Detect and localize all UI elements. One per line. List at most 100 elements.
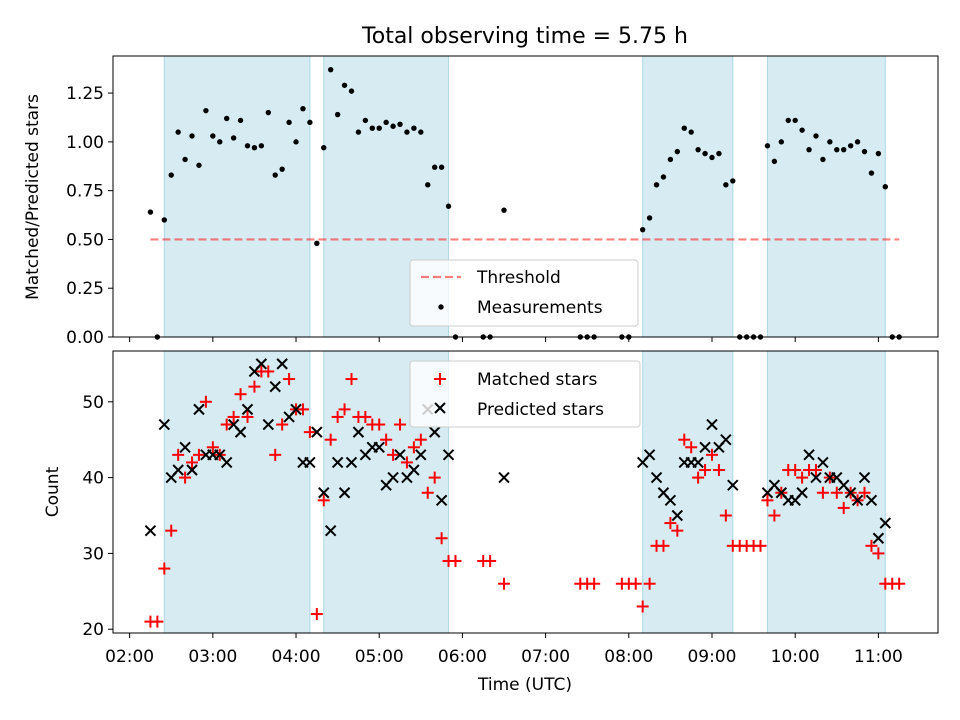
matched-star-marker [359, 410, 372, 423]
matched-star-marker [761, 494, 774, 507]
matched-star-marker [387, 448, 400, 461]
measurement-point [771, 158, 778, 165]
matched-star-marker [241, 410, 254, 423]
matched-star-marker [172, 448, 185, 461]
matched-star-marker [165, 524, 178, 537]
matched-star-marker [338, 403, 351, 416]
matched-star-marker [692, 471, 705, 484]
measurement-point [445, 203, 452, 209]
measurement-point [813, 133, 819, 139]
matched-star-marker [484, 554, 497, 567]
matched-star-marker [407, 441, 420, 454]
measurement-point [695, 146, 701, 153]
measurement-point [667, 156, 674, 163]
measurement-point [785, 117, 791, 124]
matched-star-marker [421, 486, 434, 499]
measurement-point [286, 119, 292, 126]
predicted-star-marker [817, 456, 829, 469]
matched-star-marker [796, 471, 809, 484]
matched-star-marker [400, 456, 413, 469]
x-tick-label: 03:00 [188, 647, 237, 667]
observing-interval-shade [766, 55, 886, 338]
predicted-star-marker [186, 464, 198, 476]
matched-star-marker [712, 464, 725, 477]
legend-predicted-swatch [434, 402, 446, 414]
matched-star-marker [830, 486, 843, 499]
x-tick-label: 11:00 [854, 647, 903, 667]
matched-star-marker [331, 410, 344, 423]
measurement-point [875, 150, 882, 157]
measurement-point [217, 139, 223, 145]
measurement-point [147, 209, 154, 215]
x-tick-label: 04:00 [272, 647, 321, 667]
top-panel: 0.00 0.25 0.50 0.75 1.00 1.25 Matched/Predict… [23, 55, 939, 348]
y-tick-label: 0.00 [66, 328, 104, 348]
top-legend: Threshold Measurements [409, 259, 639, 327]
measurement-point [764, 143, 771, 149]
x-tick-label: 09:00 [687, 647, 736, 667]
y-tick-label: 0.25 [66, 279, 104, 299]
matched-star-marker [324, 433, 337, 446]
predicted-star-marker [727, 479, 739, 491]
matched-star-marker [872, 547, 885, 560]
predicted-star-marker [435, 494, 448, 507]
predicted-star-marker [706, 418, 718, 431]
predicted-star-marker [269, 380, 281, 393]
y-tick-label: 1.00 [66, 133, 104, 153]
measurement-point [175, 129, 181, 135]
measurement-point [438, 164, 445, 170]
top-panel-frame [112, 55, 939, 338]
predicted-star-marker [241, 403, 254, 416]
predicted-star-marker [415, 449, 427, 461]
measurement-point [861, 148, 868, 155]
measurement-point [369, 125, 375, 131]
measurement-point [237, 117, 244, 124]
measurement-point [431, 164, 438, 170]
predicted-star-marker [858, 471, 871, 484]
x-tick-label: 10:00 [771, 647, 820, 667]
matched-star-marker [671, 524, 684, 537]
y-tick-label: 30 [82, 544, 104, 564]
measurement-point [681, 125, 687, 131]
legend-measurements-swatch [438, 304, 444, 310]
matched-star-marker [865, 539, 878, 552]
matched-star-marker [435, 532, 448, 545]
measurement-point [244, 143, 251, 149]
predicted-star-marker [276, 358, 288, 370]
matched-star-marker [858, 486, 871, 499]
measurement-point [653, 182, 660, 188]
y-tick-label: 50 [82, 393, 104, 413]
measurement-point [265, 109, 271, 116]
y-tick-label: 0.50 [66, 230, 104, 250]
predicted-star-marker [304, 456, 316, 469]
predicted-star-marker [879, 517, 892, 529]
matched-star-marker [317, 494, 330, 507]
predicted-star-marker [394, 449, 406, 461]
x-tick-label: 06:00 [438, 647, 487, 667]
observing-interval-shade [642, 55, 734, 338]
matched-star-marker [206, 441, 219, 454]
measurement-point [674, 148, 681, 155]
predicted-star-marker [220, 456, 233, 469]
predicted-star-marker [720, 433, 732, 446]
chart-title: Total observing time = 5.75 h [361, 24, 688, 49]
predicted-star-marker [318, 487, 330, 499]
measurement-point [404, 129, 410, 135]
measurement-point [882, 184, 889, 190]
matched-star-marker [310, 608, 323, 621]
predicted-star-marker [331, 456, 344, 469]
measurement-point [868, 170, 875, 176]
measurement-point [258, 143, 265, 149]
matched-star-marker [588, 577, 601, 590]
measurement-point [293, 139, 299, 145]
y-tick-label: 1.25 [66, 84, 104, 104]
measurement-point [348, 88, 355, 94]
matched-star-marker [657, 539, 670, 552]
measurement-point [182, 156, 188, 163]
bottom-legend-box [409, 360, 641, 428]
matched-star-marker [186, 456, 199, 469]
matched-star-marker [754, 539, 767, 552]
matched-star-marker [380, 433, 393, 446]
observing-interval-shade [642, 350, 734, 634]
